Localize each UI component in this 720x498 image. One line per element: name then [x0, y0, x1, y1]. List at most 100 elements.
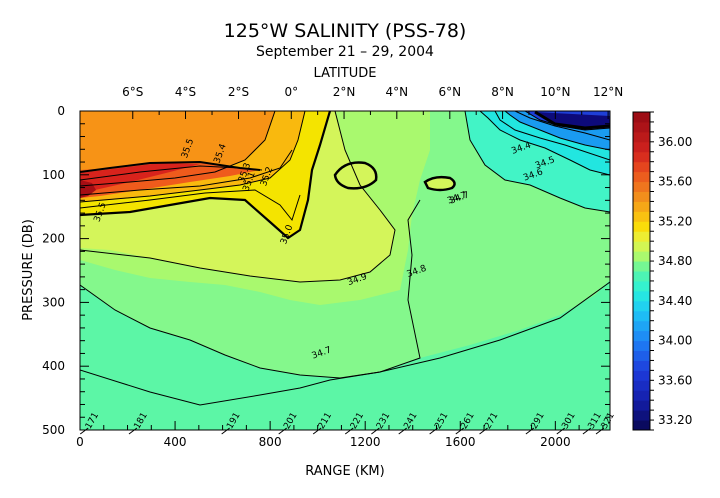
fill-lens-6n — [425, 177, 455, 190]
contour-lens-2n — [333, 161, 378, 190]
colorbar-swatch — [633, 380, 650, 391]
colorbar-swatch — [633, 360, 650, 371]
colorbar-swatch — [633, 251, 650, 262]
station-marker — [398, 427, 408, 435]
latitude-tick-label: 2°S — [228, 85, 249, 99]
colorbar-swatch — [633, 300, 650, 312]
station-marker — [312, 427, 322, 435]
y-tick-label: 100 — [42, 168, 65, 182]
contour-33.4 — [534, 111, 610, 130]
x-axis: 0 400 800 1200 1600 2000 — [76, 421, 604, 449]
plot-frame — [79, 110, 611, 431]
contour-34.1 — [514, 111, 610, 141]
colorbar-swatch — [633, 350, 650, 361]
contour-34.3 — [504, 111, 610, 151]
contour-35.2 — [80, 111, 306, 203]
contour-35.0 — [80, 111, 332, 240]
contour-34.5 — [479, 111, 610, 176]
colorbar-label: 34.80 — [658, 254, 692, 268]
contour-34.6 — [464, 111, 610, 213]
colorbar-swatch — [633, 320, 650, 332]
colorbar-swatch — [633, 131, 650, 143]
colorbar-swatch — [633, 261, 650, 272]
y-tick-label: 200 — [42, 232, 65, 246]
y-tick-label: 500 — [42, 423, 65, 437]
colorbar-label: 33.20 — [658, 413, 692, 427]
latitude-tick-label: 2°N — [333, 85, 356, 99]
colorbar-swatch — [633, 280, 650, 292]
colorbar-swatch — [633, 161, 650, 173]
latitude-tick-label: 6°N — [438, 85, 461, 99]
colorbar-swatch — [633, 330, 650, 342]
colorbar-label: 35.60 — [658, 175, 692, 189]
colorbar-swatch — [633, 201, 650, 212]
contour-35.4 — [80, 111, 276, 187]
y-tick-label: 0 — [57, 104, 65, 118]
contour-34.8 — [80, 199, 421, 379]
contour-34.7 — [80, 281, 610, 406]
x-tick-label: 0 — [76, 435, 84, 449]
contour-35.6 — [80, 160, 261, 173]
colorbar-swatch — [633, 211, 650, 222]
colorbar-swatch — [633, 221, 650, 232]
fill-36-core — [80, 180, 96, 198]
colorbar-swatch — [633, 340, 650, 351]
x-axis-label: RANGE (KM) — [305, 464, 384, 479]
latitude-tick-label: 12°N — [593, 85, 623, 99]
chart-subtitle: September 21 – 29, 2004 — [256, 44, 434, 60]
y-tick-label: 400 — [42, 359, 65, 373]
station-marker — [525, 427, 535, 435]
latitude-tick-label: 4°S — [175, 85, 196, 99]
station-marker — [582, 427, 592, 435]
station-marker — [221, 427, 230, 435]
station-marker — [344, 427, 354, 435]
station-marker — [479, 427, 488, 435]
contour-35.1 — [80, 189, 301, 222]
fill-33.4-north — [535, 112, 610, 128]
colorbar-swatch — [633, 370, 650, 381]
colorbar-label: 35.20 — [658, 214, 692, 228]
colorbar-swatch — [633, 290, 650, 302]
colorbar-swatch — [633, 271, 650, 282]
station-marker — [371, 427, 380, 435]
contour-lines — [80, 111, 610, 406]
colorbar-swatch — [633, 112, 650, 123]
top-axis-label: LATITUDE — [314, 66, 377, 81]
y-axis-label: PRESSURE (DB) — [21, 219, 36, 321]
colorbar-swatch — [633, 181, 650, 192]
colorbar-swatch — [633, 410, 650, 421]
latitude-tick-label: 0° — [284, 85, 298, 99]
station-marker — [278, 427, 288, 435]
latitude-tick-label: 8°N — [491, 85, 514, 99]
contour-34.4 — [494, 111, 610, 161]
x-tick-label: 800 — [259, 435, 282, 449]
colorbar-swatch — [633, 151, 650, 163]
latitude-axis: 6°S 4°S 2°S 0° 2°N 4°N 6°N 8°N 10°N 12°N — [122, 85, 623, 119]
contour-lens-6n — [423, 175, 456, 192]
colorbar-label: 36.00 — [658, 135, 692, 149]
colorbar-swatch — [633, 121, 650, 133]
y-tick-label: 300 — [42, 295, 65, 309]
fill-35.8-core — [80, 163, 200, 192]
colorbar-swatch — [633, 141, 650, 153]
x-tick-label: 2000 — [540, 435, 571, 449]
latitude-tick-label: 6°S — [122, 85, 143, 99]
colorbar-label: 33.60 — [658, 373, 692, 387]
colorbar-label: 34.40 — [658, 294, 692, 308]
colorbar-swatch — [633, 171, 650, 183]
chart-title: 125°W SALINITY (PSS-78) — [224, 20, 467, 42]
salinity-fill — [80, 111, 610, 430]
colorbar-swatch — [633, 241, 650, 252]
colorbar: 33.20 33.60 34.00 34.40 34.80 35.20 35.60 36.00 — [632, 111, 692, 431]
colorbar-swatch — [633, 390, 650, 401]
y-axis: 0 100 200 300 400 500 — [42, 104, 610, 437]
colorbar-swatch — [633, 400, 650, 411]
x-tick-label: 1200 — [350, 435, 381, 449]
colorbar-label: 34.00 — [658, 334, 692, 348]
station-marker — [455, 427, 465, 435]
colorbar-swatch — [633, 191, 650, 202]
colorbar-swatch — [633, 420, 650, 431]
x-tick-label: 1600 — [445, 435, 476, 449]
x-tick-label: 400 — [164, 435, 187, 449]
